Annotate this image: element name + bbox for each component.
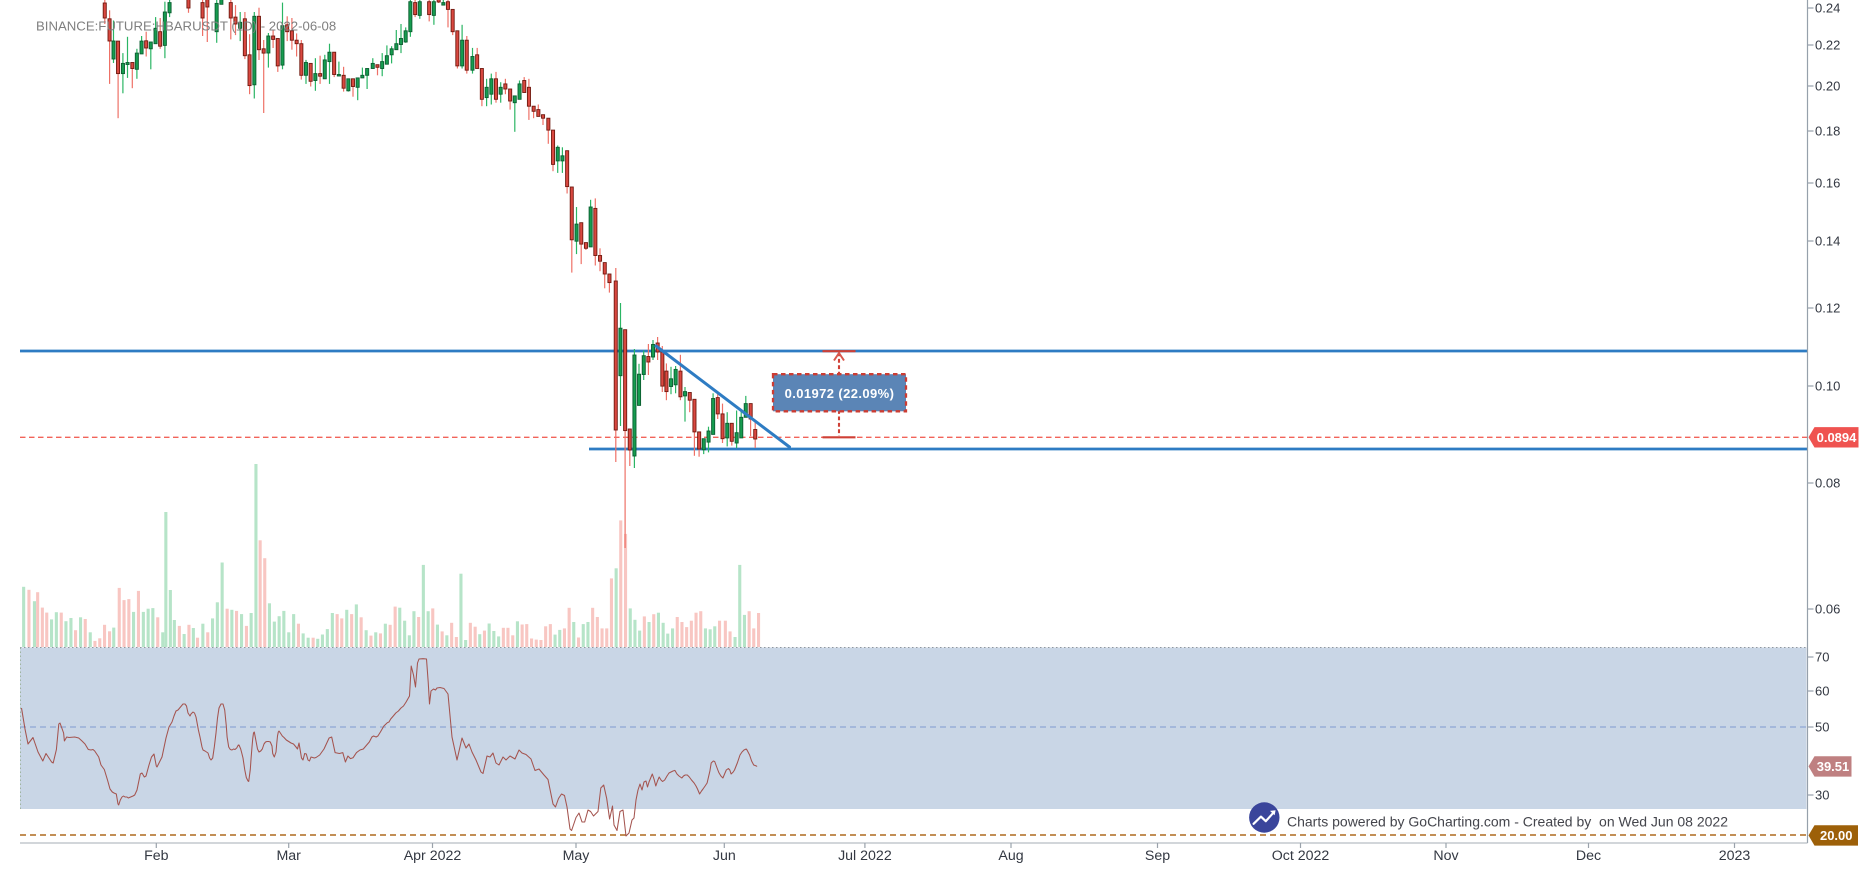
svg-text:39.51: 39.51: [1817, 759, 1850, 774]
svg-text:Jul 2022: Jul 2022: [838, 848, 892, 864]
svg-text:0.01972 (22.09%): 0.01972 (22.09%): [785, 386, 895, 401]
svg-text:Dec: Dec: [1576, 848, 1601, 864]
svg-text:0.10: 0.10: [1815, 379, 1840, 394]
svg-text:0.12: 0.12: [1815, 301, 1840, 316]
svg-text:0.06: 0.06: [1815, 602, 1840, 617]
svg-text:70: 70: [1815, 650, 1829, 665]
svg-text:0.20: 0.20: [1815, 79, 1840, 94]
svg-text:0.16: 0.16: [1815, 176, 1840, 191]
svg-text:20.00: 20.00: [1820, 828, 1853, 843]
svg-text:Aug: Aug: [998, 848, 1023, 864]
svg-text:0.18: 0.18: [1815, 124, 1840, 139]
svg-text:BINANCE:FUTURE:HBARUSDT (1D) -: BINANCE:FUTURE:HBARUSDT (1D) - 2022-06-0…: [36, 19, 336, 34]
svg-text:0.0894: 0.0894: [1817, 430, 1858, 445]
svg-text:Jun: Jun: [713, 848, 736, 864]
svg-text:Feb: Feb: [144, 848, 169, 864]
svg-text:May: May: [563, 848, 591, 864]
svg-text:Oct 2022: Oct 2022: [1272, 848, 1330, 864]
svg-text:0.14: 0.14: [1815, 234, 1840, 249]
svg-text:2023: 2023: [1719, 848, 1751, 864]
svg-text:Nov: Nov: [1433, 848, 1459, 864]
svg-text:0.22: 0.22: [1815, 38, 1840, 53]
svg-text:Mar: Mar: [276, 848, 301, 864]
svg-text:0.08: 0.08: [1815, 476, 1840, 491]
svg-text:30: 30: [1815, 788, 1829, 803]
svg-text:60: 60: [1815, 684, 1829, 699]
svg-text:Charts powered by GoCharting.c: Charts powered by GoCharting.com - Creat…: [1287, 814, 1728, 830]
svg-text:0.24: 0.24: [1815, 1, 1840, 16]
svg-text:50: 50: [1815, 720, 1829, 735]
svg-text:Apr 2022: Apr 2022: [404, 848, 462, 864]
svg-text:Sep: Sep: [1145, 848, 1170, 864]
